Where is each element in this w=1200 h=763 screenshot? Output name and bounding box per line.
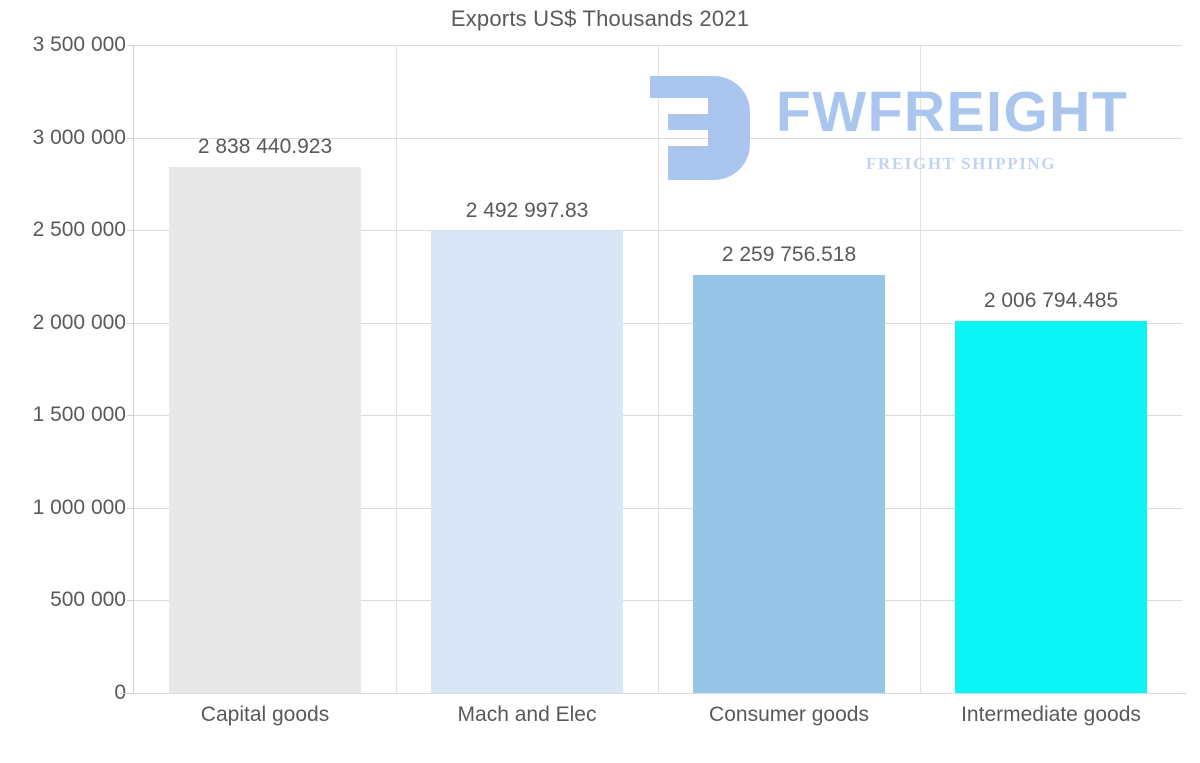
bar[interactable] [169,167,361,693]
gridline-vertical [920,45,921,693]
x-axis-tick-label: Consumer goods [709,703,869,726]
gridline-vertical [658,45,659,693]
chart-title: Exports US$ Thousands 2021 [450,6,750,31]
y-axis-tick-label: 1 000 000 [32,495,126,519]
gridline-vertical [396,45,397,693]
bar[interactable] [693,274,885,693]
y-axis-tick-mark [127,137,134,139]
y-axis-tick-label: 1 500 000 [32,403,126,427]
bar-value-label: 2 492 997.83 [465,199,589,223]
y-axis-tick-mark [127,230,134,232]
y-axis-tick-mark [127,45,134,46]
bar[interactable] [955,321,1147,693]
x-axis-tick-label: Intermediate goods [961,703,1141,726]
y-axis-tick-mark [127,322,134,324]
x-axis-tick-label: Mach and Elec [457,703,597,726]
y-axis-tick-mark [127,507,134,509]
y-axis-tick-label: 0 [6,681,126,705]
bar-value-label: 2 838 440.923 [197,135,333,159]
y-axis-tick-label: 2 000 000 [32,310,126,334]
y-axis-tick-mark [127,415,134,417]
y-axis-line [133,45,134,694]
y-axis-tick-label: 3 000 000 [32,125,126,149]
plot-area [134,45,1182,694]
y-axis-tick-label: 500 000 [50,588,126,612]
bar-value-label: 2 259 756.518 [721,242,857,266]
y-axis-tick-label: 2 500 000 [32,218,126,242]
bar-value-label: 2 006 794.485 [983,289,1119,313]
y-axis: 0 500 000 1 000 000 1 500 000 2 000 000 2 500… [0,0,134,763]
y-axis-tick-label: 3 500 000 [32,33,126,56]
bar[interactable] [431,231,623,693]
y-axis-tick-mark [127,600,134,602]
x-axis-tick-label: Capital goods [200,703,330,726]
gridline-horizontal [134,693,1182,694]
